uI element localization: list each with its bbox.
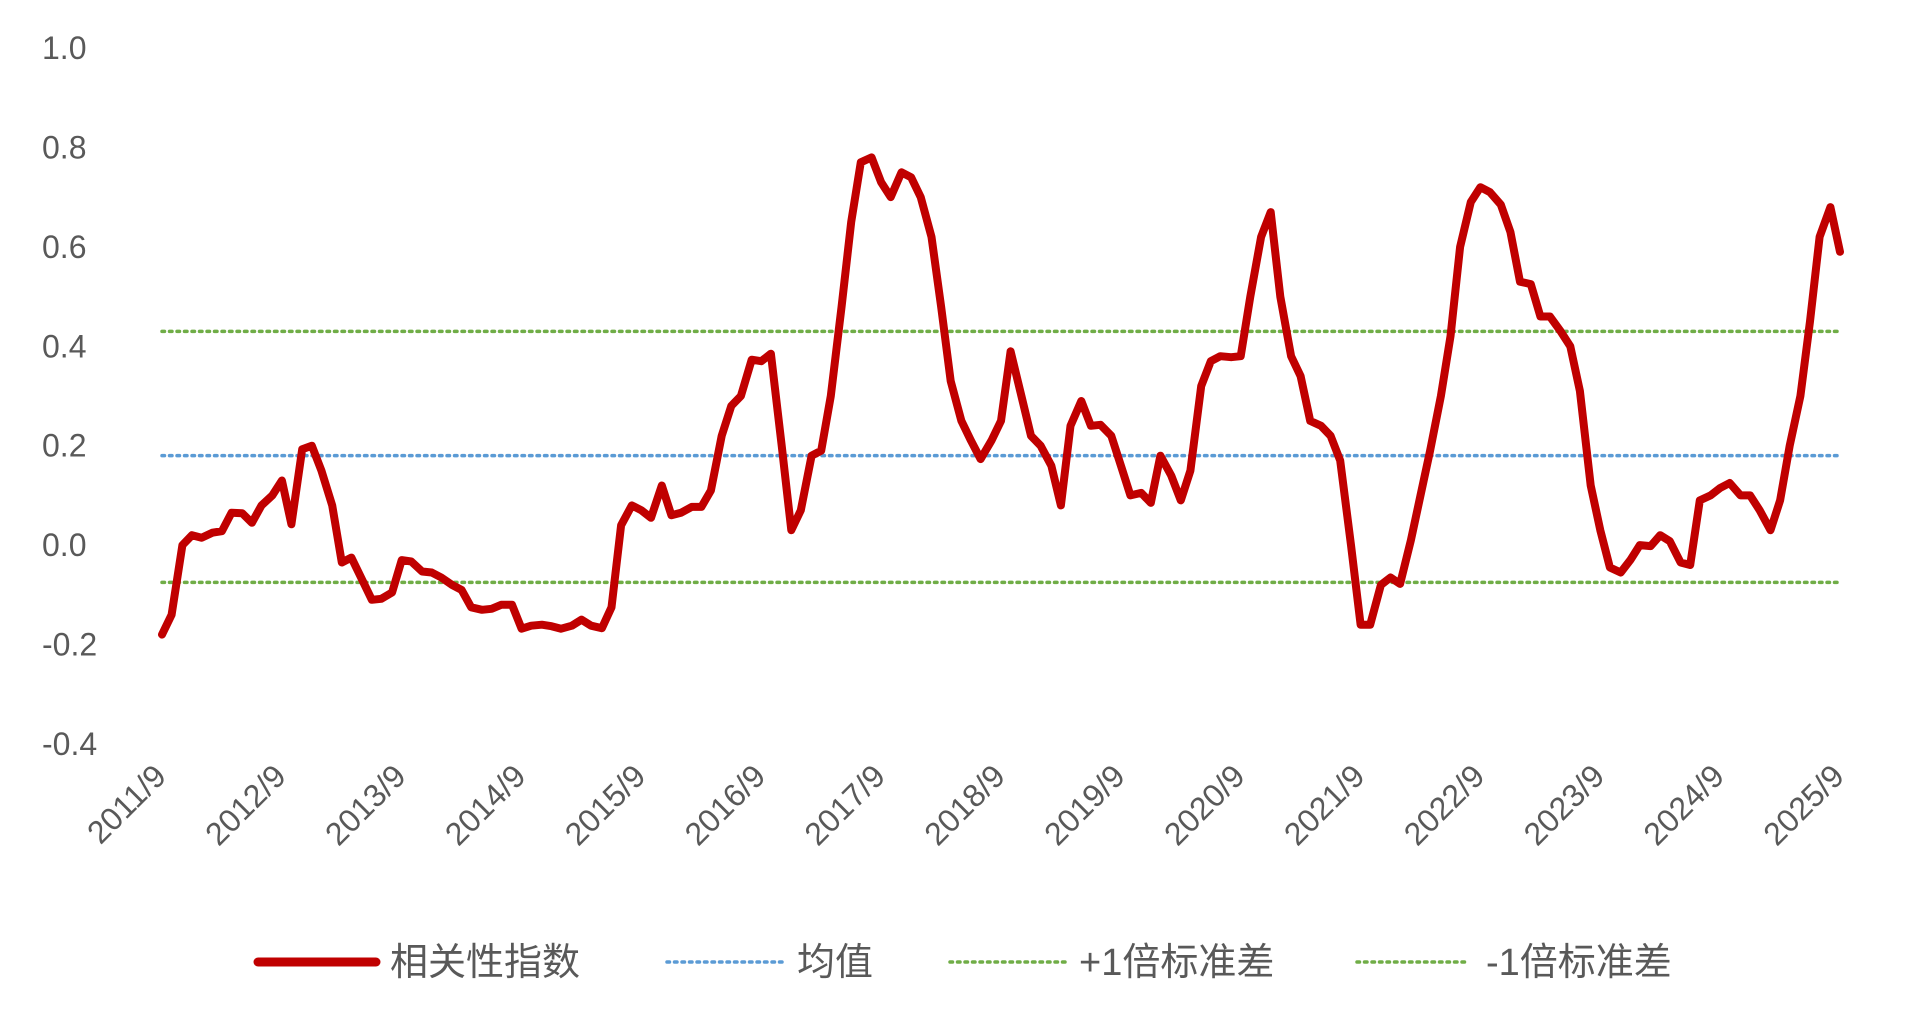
legend-item: +1倍标准差 xyxy=(948,942,1274,984)
x-axis-ticks: 2011/9 2012/9 2013/9 2014/9 2015/9 2016/9 2017… xyxy=(80,757,1851,852)
x-tick-label: 2011/9 xyxy=(80,757,173,850)
y-axis-ticks: 1.0 0.8 0.6 0.4 0.2 0.0 -0.2 -0.4 xyxy=(42,30,97,762)
y-tick-label: 0.6 xyxy=(42,229,86,265)
y-tick-label: 0.4 xyxy=(42,328,86,364)
y-tick-label: 0.8 xyxy=(42,129,86,165)
legend-label: -1倍标准差 xyxy=(1486,942,1672,984)
x-tick-label: 2014/9 xyxy=(438,757,533,852)
x-tick-label: 2023/9 xyxy=(1517,757,1612,852)
legend-label: 均值 xyxy=(797,942,873,984)
legend-label: +1倍标准差 xyxy=(1079,942,1274,984)
y-tick-label: 0.0 xyxy=(42,527,86,563)
x-tick-label: 2021/9 xyxy=(1277,757,1372,852)
x-tick-label: 2025/9 xyxy=(1756,757,1851,852)
series-lines xyxy=(158,153,1844,639)
x-tick-label: 2017/9 xyxy=(797,757,892,852)
x-tick-label: 2024/9 xyxy=(1636,757,1731,852)
legend-label: 相关性指数 xyxy=(390,942,580,984)
x-tick-label: 2022/9 xyxy=(1397,757,1492,852)
x-tick-label: 2019/9 xyxy=(1037,757,1132,852)
legend-item: 相关性指数 xyxy=(253,942,580,984)
x-tick-label: 2012/9 xyxy=(198,757,293,852)
x-tick-label: 2018/9 xyxy=(917,757,1012,852)
x-tick-label: 2015/9 xyxy=(558,757,653,852)
x-tick-label: 2013/9 xyxy=(318,757,413,852)
x-tick-label: 2020/9 xyxy=(1157,757,1252,852)
y-tick-label: -0.2 xyxy=(42,627,97,663)
legend-item: -1倍标准差 xyxy=(1355,942,1672,984)
series-line-correlation-index xyxy=(158,153,1844,639)
legend-item: 均值 xyxy=(665,942,873,984)
y-tick-label: 0.2 xyxy=(42,428,86,464)
y-tick-label: -0.4 xyxy=(42,726,97,762)
y-tick-label: 1.0 xyxy=(42,30,86,66)
legend: 相关性指数 均值 +1倍标准差 -1倍标准差 xyxy=(253,942,1672,984)
x-tick-label: 2016/9 xyxy=(678,757,773,852)
